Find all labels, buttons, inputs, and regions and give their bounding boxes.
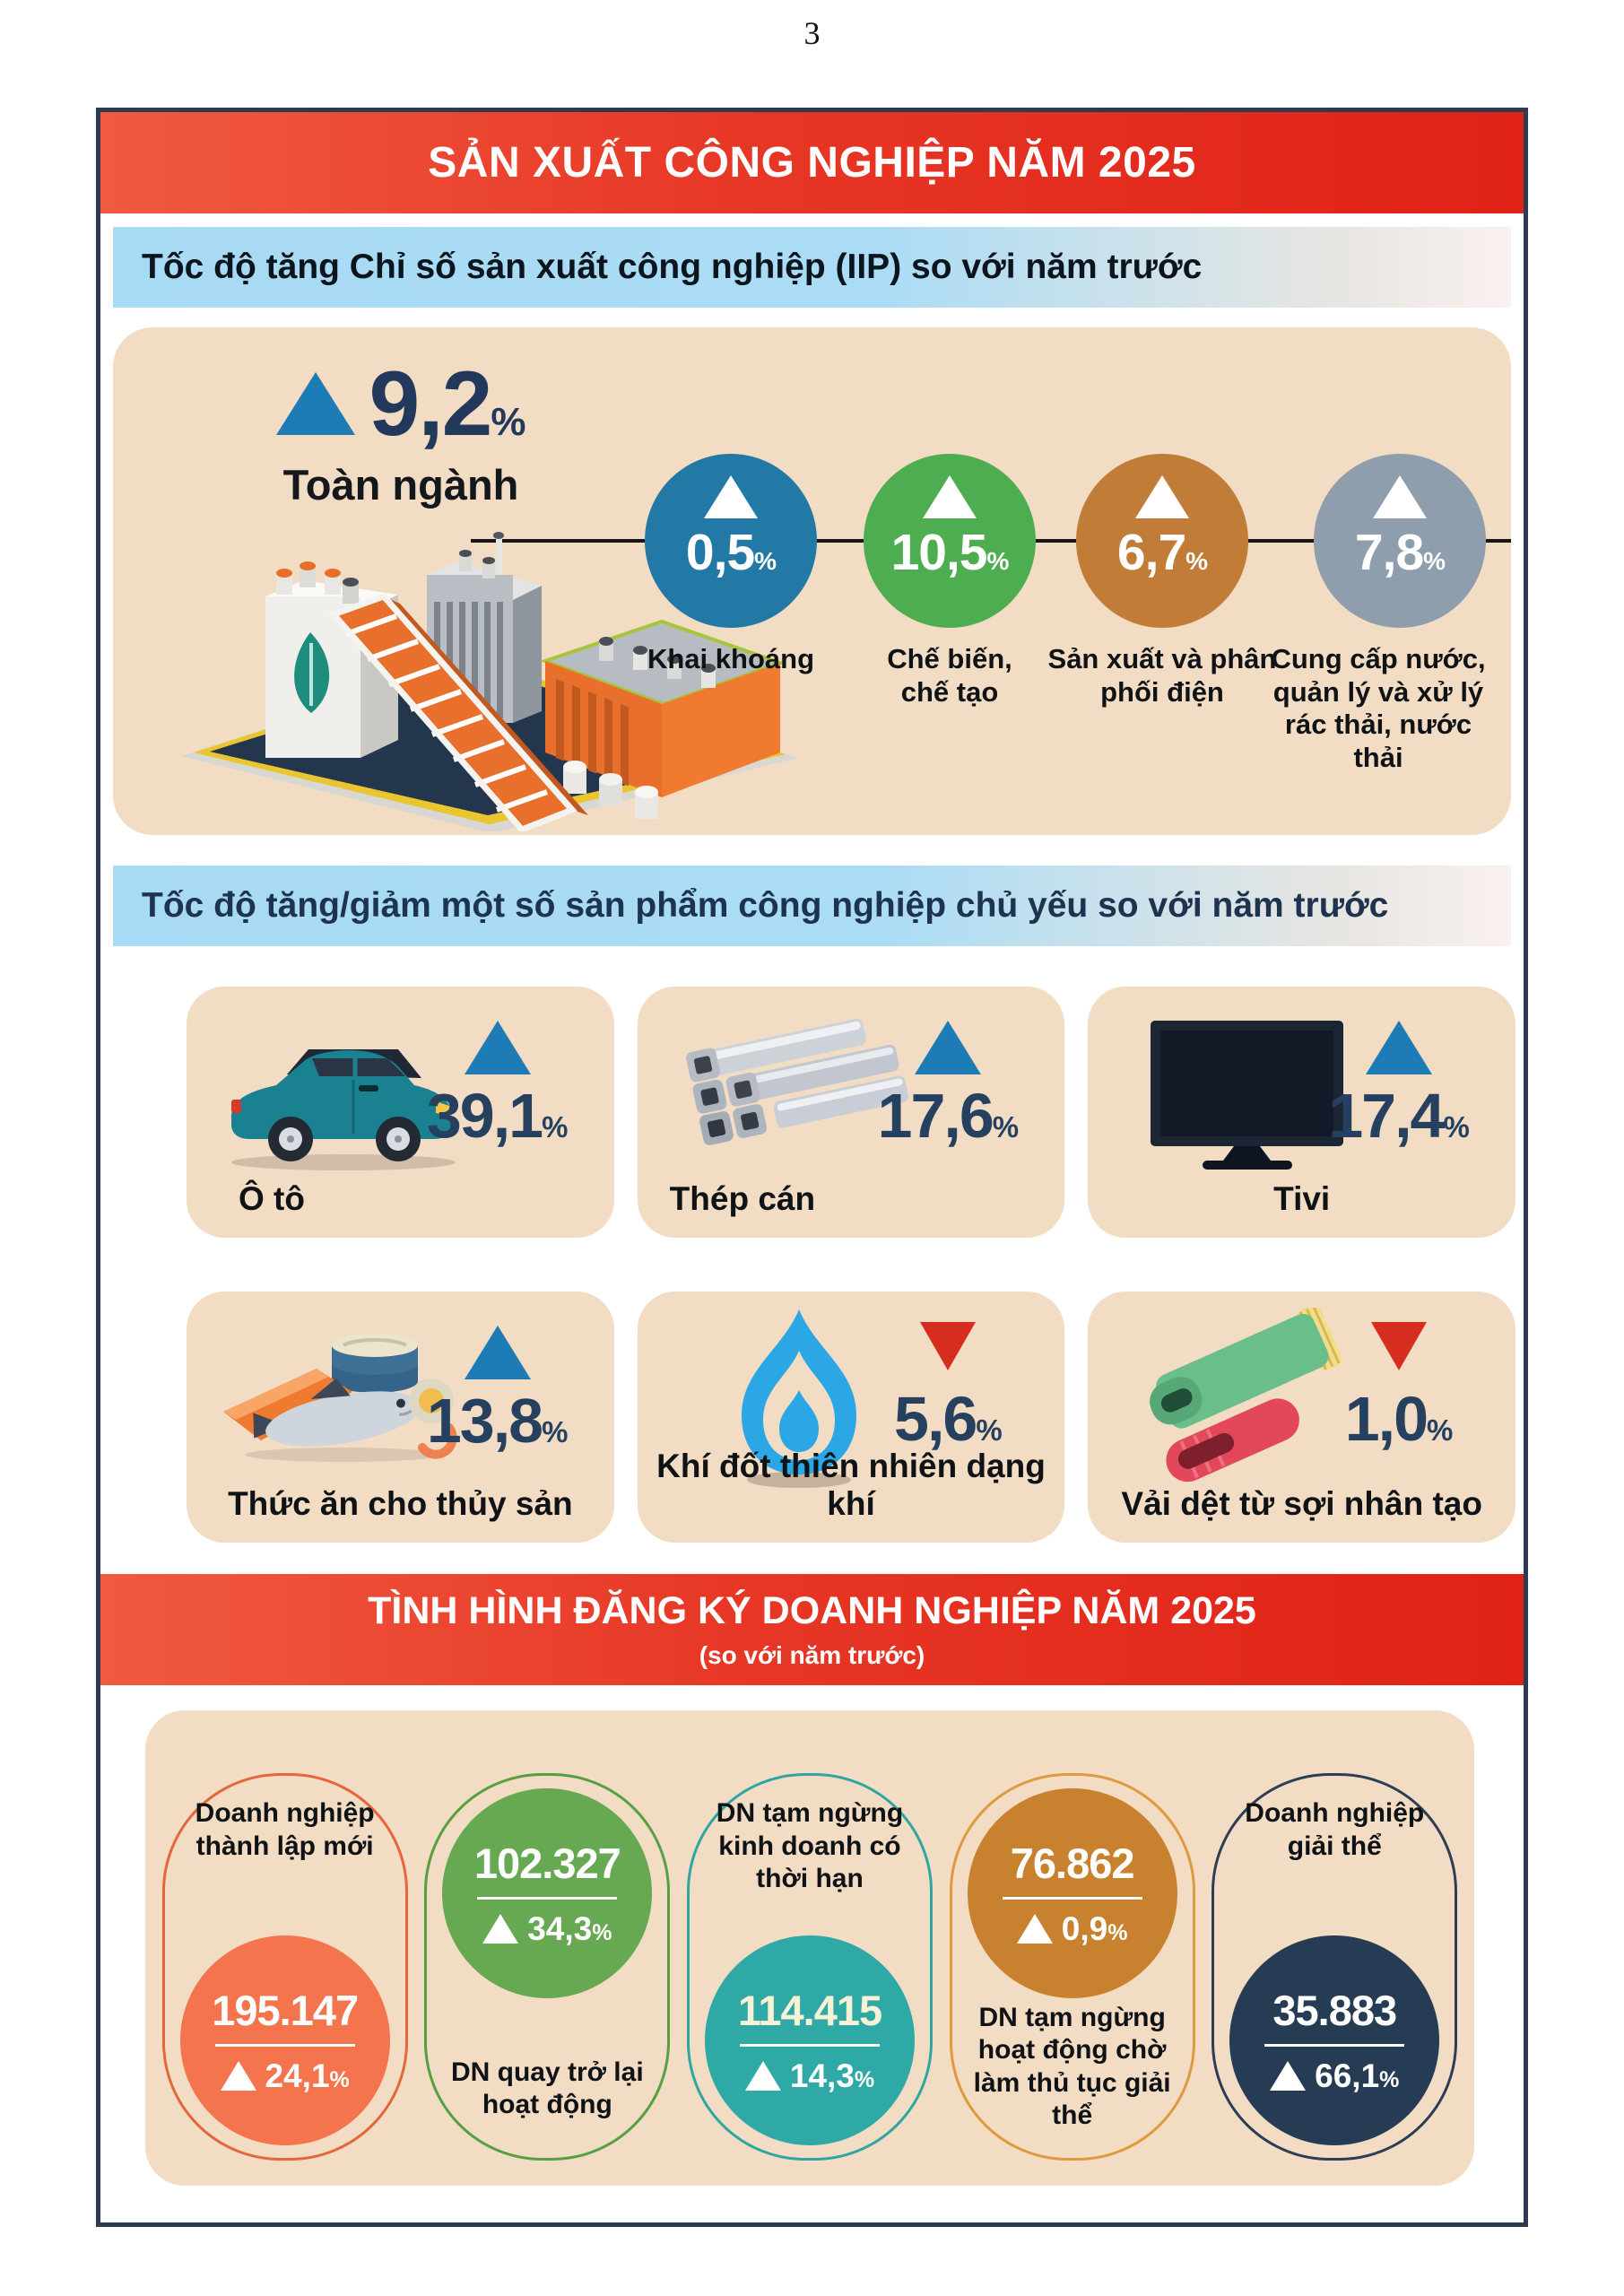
up-triangle-icon [1366,1021,1433,1074]
product-card-vai-det: 1,0% Vải dệt từ sợi nhân tạo [1088,1292,1516,1543]
up-triangle-icon [923,475,977,518]
total-unit: % [491,400,526,444]
car-icon [231,1049,456,1170]
iip-section-banner: Tốc độ tăng Chỉ số sản xuất công nghiệp … [113,227,1511,308]
product-card-khi-dot: 5,6% Khí đốt thiên nhiên dạng khí [637,1292,1065,1543]
sector-label: Khai khoáng [647,643,814,674]
total-industry-stat: 9,2% Toàn ngành [273,358,529,509]
up-triangle-icon [464,1326,531,1379]
stat-dn-quay-tro-lai: 102.327 34,3% DN quay trở lại hoạt động [424,1773,671,2161]
product-label: Khí đốt thiên nhiên dạng khí [656,1448,1046,1522]
up-triangle-icon [1135,475,1189,518]
registration-section-title: TÌNH HÌNH ĐĂNG KÝ DOANH NGHIỆP NĂM 2025 [368,1589,1256,1632]
rolled-steel-icon [685,1018,908,1145]
products-section-banner: Tốc độ tăng/giảm một số sản phẩm công ng… [113,865,1511,946]
product-label: Ô tô [239,1180,305,1217]
up-triangle-icon [220,2061,256,2091]
main-title-banner: SẢN XUẤT CÔNG NGHIỆP NĂM 2025 [100,112,1524,213]
product-card-tivi: 17,4% Tivi [1088,987,1516,1238]
up-triangle-icon [704,475,758,518]
sector-label: Chế biến, chế tạo [887,643,1012,708]
total-label: Toàn ngành [282,461,519,509]
stat-dn-cho-giai-the: 76.862 0,9% DN tạm ngừng hoạt động chờ l… [949,1773,1195,2161]
iip-section-title: Tốc độ tăng Chỉ số sản xuất công nghiệp … [142,248,1203,286]
down-triangle-icon [1371,1322,1428,1370]
up-triangle-icon [275,372,355,435]
total-value: 9,2 [369,352,493,455]
product-label: Thức ăn cho thủy sản [228,1485,573,1522]
up-triangle-icon [915,1021,982,1074]
main-title: SẢN XUẤT CÔNG NGHIỆP NĂM 2025 [428,139,1196,187]
sector-che-bien: 10,5% [864,454,1036,628]
sector-label: Cung cấp nước, quản lý và xử lý rác thải… [1271,643,1486,773]
product-card-oto: 39,1% Ô tô [187,987,614,1238]
sector-khai-khoang: 0,5% [645,454,817,628]
registration-section-banner: TÌNH HÌNH ĐĂNG KÝ DOANH NGHIỆP NĂM 2025 … [100,1574,1524,1685]
down-triangle-icon [920,1322,977,1370]
up-triangle-icon [482,1914,519,1944]
fabric-rolls-icon [1150,1308,1342,1483]
page-number: 3 [803,15,821,51]
product-label: Vải dệt từ sợi nhân tạo [1121,1485,1482,1522]
sector-dien: 6,7% [1076,454,1248,628]
gas-flame-icon [741,1309,856,1488]
up-triangle-icon [1016,1914,1053,1944]
products-section-title: Tốc độ tăng/giảm một số sản phẩm công ng… [142,886,1389,925]
stat-doanh-nghiep-thanh-lap-moi: Doanh nghiệp thành lập mới 195.147 24,1% [161,1773,408,2161]
product-card-thuc-an-thuy-san: 13,8% Thức ăn cho thủy sản [187,1292,614,1543]
seafood-icon [223,1334,457,1462]
sector-label: Sản xuất và phân phối điện [1047,643,1277,708]
factory-illustration-icon [181,532,798,831]
product-card-thep-can: 17,6% Thép cán [637,987,1065,1238]
product-label: Thép cán [669,1180,816,1217]
up-triangle-icon [1373,475,1427,518]
up-triangle-icon [744,2061,781,2091]
registration-panel: Doanh nghiệp thành lập mới 195.147 24,1%… [145,1710,1474,2186]
up-triangle-icon [464,1021,531,1074]
stat-doanh-nghiep-giai-the: Doanh nghiệp giải thể 35.883 66,1% [1211,1773,1458,2161]
registration-section-subtitle: (so với năm trước) [699,1641,925,1670]
tv-icon [1151,1021,1344,1170]
iip-panel: 9,2% Toàn ngành [113,327,1511,835]
infographic-panel: SẢN XUẤT CÔNG NGHIỆP NĂM 2025 Tốc độ tăn… [96,108,1528,2227]
sector-nuoc: 7,8% [1314,454,1486,628]
up-triangle-icon [1270,2061,1307,2091]
product-label: Tivi [1273,1180,1331,1217]
stat-dn-tam-ngung-kinh-doanh: DN tạm ngừng kinh doanh có thời hạn 114.… [686,1773,933,2161]
